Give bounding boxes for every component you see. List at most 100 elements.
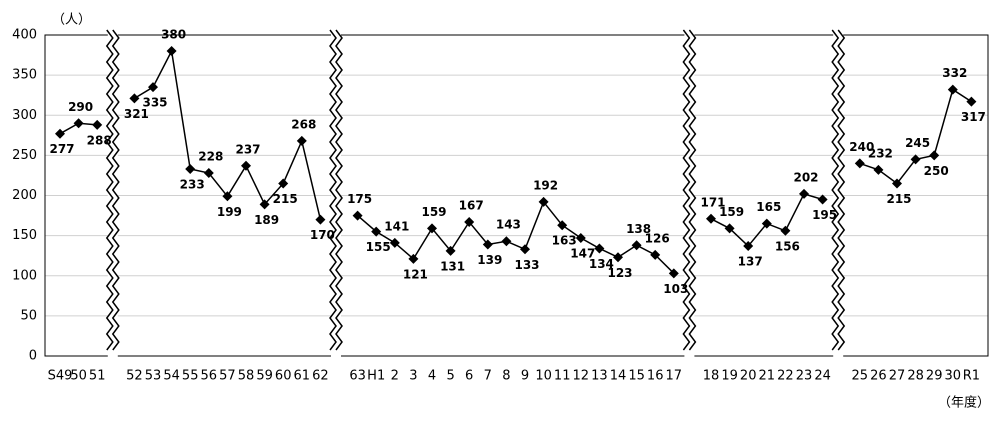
data-label: 380 — [161, 28, 186, 42]
data-label: 288 — [87, 133, 112, 147]
x-tick-label: 9 — [521, 369, 529, 384]
break-band — [107, 30, 118, 357]
data-point — [520, 244, 530, 255]
x-tick-label: 11 — [554, 369, 571, 384]
y-axis-label: （人） — [52, 13, 91, 28]
y-tick-label: 350 — [12, 68, 37, 83]
y-tick-label: 50 — [20, 308, 37, 323]
data-point — [501, 236, 512, 247]
data-label: 332 — [942, 66, 967, 80]
x-tick-label: 56 — [201, 369, 218, 384]
x-tick-label: 52 — [126, 369, 143, 384]
x-tick-label: 19 — [721, 369, 738, 384]
data-label: 123 — [607, 266, 632, 280]
x-tick-label: 54 — [163, 369, 180, 384]
break-line — [837, 29, 846, 351]
data-label: 240 — [849, 140, 874, 154]
x-tick-label: 28 — [907, 369, 924, 384]
break-band — [331, 30, 341, 357]
break-band — [833, 30, 844, 357]
data-point — [910, 154, 921, 165]
x-tick-label: S49 — [48, 369, 73, 384]
data-point — [315, 214, 326, 225]
x-tick-label: 2 — [391, 369, 399, 384]
break-band — [684, 30, 695, 357]
data-point — [538, 196, 549, 207]
data-point — [389, 237, 400, 248]
data-point — [743, 241, 754, 252]
data-label: 133 — [514, 258, 539, 272]
x-tick-label: 27 — [889, 369, 906, 384]
data-label: 147 — [570, 247, 595, 261]
data-label: 139 — [477, 253, 502, 267]
data-point — [575, 233, 586, 244]
data-label: 202 — [793, 170, 818, 184]
data-point — [296, 135, 307, 146]
data-label: 215 — [886, 192, 911, 206]
data-label: 156 — [775, 239, 800, 253]
x-tick-label: 24 — [814, 369, 831, 384]
data-point — [650, 249, 661, 260]
data-point — [706, 213, 716, 224]
break-line — [831, 29, 840, 351]
data-point — [873, 164, 884, 175]
data-point — [55, 128, 65, 139]
data-label: 131 — [440, 259, 465, 273]
x-tick-label: 4 — [428, 369, 436, 384]
data-label: 159 — [719, 205, 744, 219]
x-axis-label: （年度） — [938, 395, 990, 411]
x-tick-label: 29 — [926, 369, 943, 384]
y-tick-label: 300 — [12, 108, 37, 123]
x-tick-label: R1 — [963, 369, 980, 384]
y-tick-label: 150 — [12, 228, 37, 243]
data-label: 167 — [459, 198, 484, 212]
data-label: 268 — [291, 117, 316, 131]
x-tick-label: 14 — [610, 369, 627, 384]
x-tick-label: 23 — [796, 369, 813, 384]
data-point — [780, 225, 791, 236]
data-point — [761, 218, 772, 229]
data-label: 321 — [124, 107, 149, 121]
data-point — [259, 199, 270, 210]
data-point — [352, 210, 363, 221]
data-label: 171 — [700, 195, 725, 209]
data-label: 103 — [663, 282, 688, 296]
data-point — [668, 268, 679, 279]
break-line — [688, 29, 697, 351]
data-point — [631, 240, 642, 251]
x-tick-label: 25 — [852, 369, 869, 384]
data-point — [854, 158, 865, 169]
data-point — [203, 168, 214, 179]
y-tick-label: 200 — [12, 188, 37, 203]
data-label: 143 — [496, 218, 521, 232]
x-tick-label: 57 — [219, 369, 236, 384]
data-point — [222, 191, 233, 202]
data-label: 121 — [403, 267, 428, 281]
data-label: 155 — [366, 240, 391, 254]
data-label: 175 — [347, 192, 372, 206]
x-tick-label: 50 — [70, 369, 87, 384]
x-tick-label: 18 — [703, 369, 720, 384]
data-label: 134 — [589, 257, 614, 271]
x-tick-label: 62 — [312, 369, 329, 384]
data-label: 137 — [738, 255, 763, 269]
x-tick-label: 8 — [502, 369, 510, 384]
data-point — [817, 194, 828, 205]
data-point — [185, 164, 196, 175]
y-tick-label: 400 — [12, 28, 37, 43]
x-tick-label: 53 — [145, 369, 162, 384]
data-point — [148, 82, 158, 93]
data-label: 165 — [756, 200, 781, 214]
x-tick-label: 3 — [409, 369, 417, 384]
x-tick-label: 20 — [740, 369, 757, 384]
data-label: 237 — [235, 142, 260, 156]
data-label: 199 — [217, 205, 242, 219]
data-label: 170 — [310, 228, 335, 242]
x-tick-label: 60 — [275, 369, 292, 384]
y-tick-label: 250 — [12, 148, 37, 163]
data-label: 245 — [905, 136, 930, 150]
x-tick-label: 61 — [294, 369, 311, 384]
break-line — [111, 29, 120, 351]
data-point — [557, 220, 568, 231]
data-point — [278, 178, 289, 189]
